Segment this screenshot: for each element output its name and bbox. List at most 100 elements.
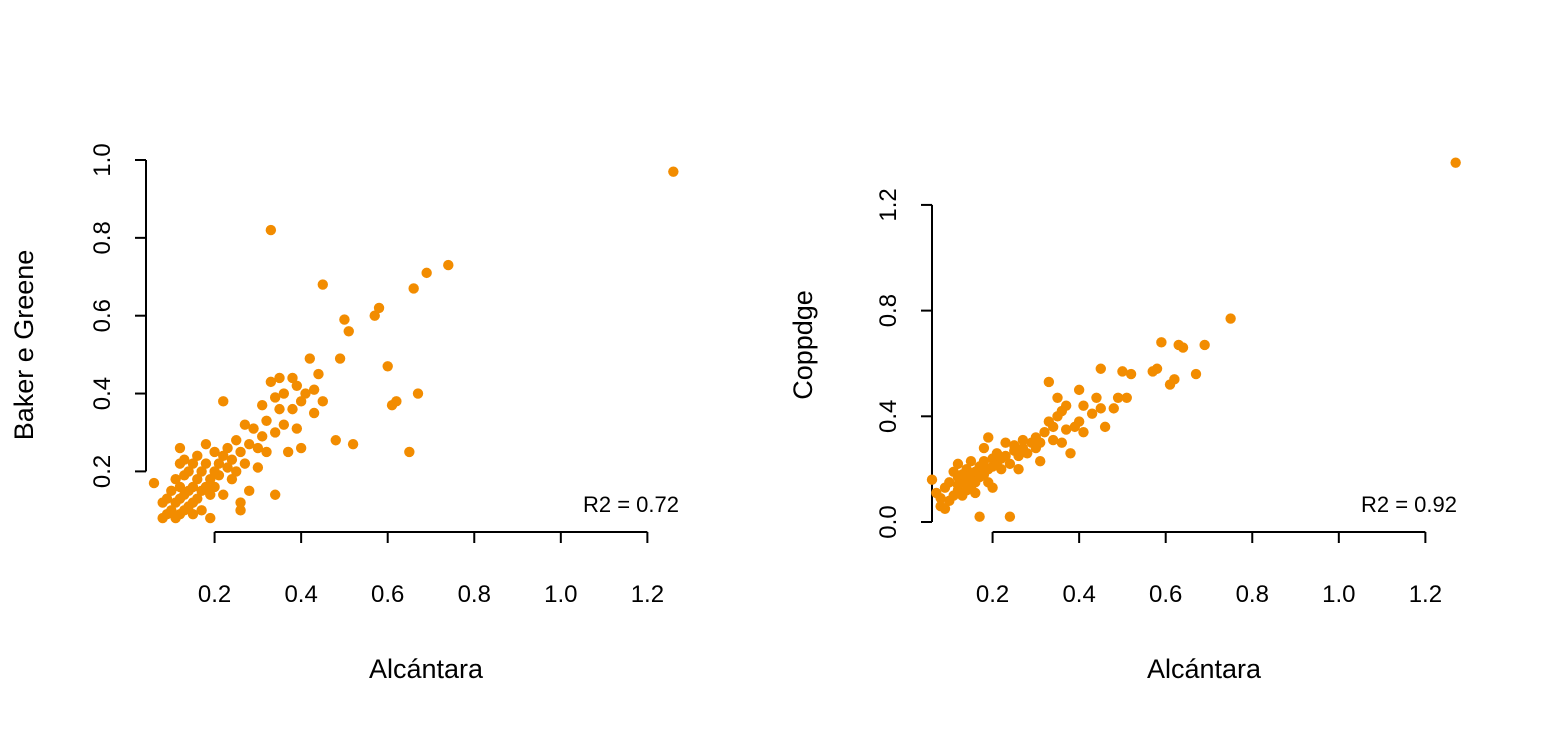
- data-point: [1013, 450, 1024, 462]
- data-point: [261, 415, 272, 426]
- data-point: [161, 493, 173, 504]
- x-tick-label: 1.2: [631, 581, 664, 608]
- data-point: [213, 470, 225, 481]
- data-point: [1004, 458, 1016, 470]
- data-point: [1225, 313, 1236, 324]
- data-point: [1034, 437, 1046, 448]
- data-point: [174, 481, 186, 493]
- data-point: [231, 435, 242, 446]
- data-point: [248, 423, 259, 434]
- data-point: [231, 466, 242, 477]
- data-point: [1177, 342, 1189, 353]
- data-point: [192, 473, 203, 485]
- data-point: [291, 423, 303, 434]
- y-tick-label: 0.4: [89, 377, 116, 410]
- data-point: [222, 442, 233, 454]
- data-point: [443, 259, 454, 271]
- data-point: [939, 503, 951, 514]
- x-tick-label: 1.2: [1409, 581, 1442, 608]
- x-tick-label: 0.6: [371, 581, 404, 608]
- data-point: [1034, 456, 1046, 467]
- data-point: [308, 384, 320, 395]
- data-point: [408, 283, 419, 294]
- x-tick-label: 0.4: [1062, 581, 1095, 608]
- data-point: [1047, 421, 1059, 433]
- data-point: [1073, 384, 1085, 396]
- data-point: [269, 489, 281, 500]
- data-point: [965, 456, 977, 467]
- data-point: [239, 419, 251, 430]
- y-tick-label: 0.8: [89, 221, 116, 254]
- data-point: [1052, 392, 1063, 404]
- x-axis-title: Alcántara: [369, 654, 484, 684]
- data-point: [218, 489, 229, 500]
- data-point: [235, 446, 246, 458]
- data-point: [334, 353, 346, 364]
- data-point: [209, 481, 220, 493]
- data-point: [1190, 368, 1202, 380]
- x-tick-label: 0.8: [1236, 581, 1269, 608]
- data-point: [974, 511, 985, 522]
- data-point: [1004, 511, 1016, 522]
- data-point: [1117, 366, 1128, 377]
- data-point: [1169, 374, 1180, 385]
- data-point: [244, 438, 255, 450]
- data-point: [304, 353, 316, 364]
- data-point: [668, 166, 679, 177]
- y-tick-label: 0.4: [875, 400, 902, 433]
- x-tick-label: 0.2: [976, 581, 1009, 608]
- data-point: [209, 446, 220, 458]
- data-point: [421, 267, 432, 279]
- data-point: [996, 463, 1007, 475]
- data-point: [330, 435, 341, 446]
- data-point: [978, 442, 990, 454]
- data-point: [970, 487, 981, 499]
- data-point: [174, 442, 186, 454]
- data-point: [187, 509, 199, 520]
- data-point: [256, 431, 268, 442]
- data-point: [187, 481, 199, 493]
- data-point: [196, 466, 207, 477]
- y-tick-label: 1.0: [89, 143, 116, 176]
- data-point: [192, 450, 203, 462]
- data-point: [278, 388, 290, 399]
- data-point: [317, 396, 328, 407]
- data-point: [1078, 400, 1089, 411]
- y-axis-title: Baker e Greene: [9, 250, 39, 441]
- data-point: [218, 450, 229, 462]
- data-point: [205, 489, 216, 500]
- x-tick-label: 0.8: [458, 581, 491, 608]
- data-point: [205, 473, 216, 485]
- data-point: [1078, 426, 1089, 438]
- data-point: [282, 446, 294, 458]
- data-point: [148, 477, 160, 489]
- data-point: [944, 477, 955, 488]
- data-point: [1095, 403, 1106, 414]
- data-point: [1073, 416, 1085, 427]
- r2-annotation: R2 = 0.72: [583, 492, 679, 517]
- data-point: [1022, 448, 1033, 459]
- data-point: [373, 302, 385, 314]
- data-point: [213, 458, 225, 469]
- data-point: [187, 458, 199, 469]
- data-point: [235, 497, 246, 508]
- x-tick-label: 0.4: [284, 581, 317, 608]
- data-point: [1125, 368, 1137, 380]
- data-point: [1047, 434, 1059, 446]
- data-point: [166, 485, 177, 497]
- data-point: [1013, 463, 1024, 475]
- data-point: [269, 392, 281, 403]
- data-point: [1099, 421, 1111, 433]
- data-point: [274, 372, 285, 384]
- data-point: [200, 458, 212, 469]
- data-point: [369, 310, 380, 321]
- data-point: [291, 380, 303, 391]
- data-point: [1095, 363, 1106, 374]
- y-tick-label: 0.8: [875, 294, 902, 327]
- r2-annotation: R2 = 0.92: [1361, 492, 1457, 517]
- data-point: [1060, 400, 1072, 411]
- data-point: [252, 462, 264, 473]
- data-point: [1017, 434, 1029, 446]
- data-point: [200, 438, 212, 450]
